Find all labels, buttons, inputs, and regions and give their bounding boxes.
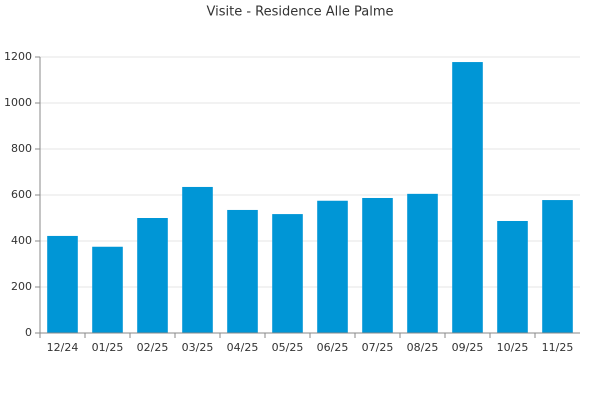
bar	[362, 197, 393, 333]
x-tick-label: 01/25	[92, 341, 124, 354]
y-tick-label: 800	[11, 142, 32, 155]
bar	[497, 220, 528, 333]
bar	[317, 200, 348, 333]
x-tick-label: 05/25	[272, 341, 304, 354]
x-tick-label: 11/25	[542, 341, 574, 354]
bar	[452, 62, 483, 334]
bar	[227, 209, 258, 333]
x-tick-label: 06/25	[317, 341, 349, 354]
y-tick-label: 600	[11, 188, 32, 201]
bar	[92, 246, 123, 333]
bar	[47, 235, 78, 333]
x-tick-label: 04/25	[227, 341, 259, 354]
x-tick-label: 02/25	[137, 341, 169, 354]
bar	[542, 200, 573, 333]
y-tick-label: 1000	[4, 96, 32, 109]
bar	[182, 186, 213, 333]
bar	[407, 193, 438, 333]
x-tick-label: 03/25	[182, 341, 214, 354]
y-tick-label: 200	[11, 280, 32, 293]
bar	[137, 218, 168, 333]
x-tick-label: 08/25	[407, 341, 439, 354]
x-tick-label: 07/25	[362, 341, 394, 354]
x-tick-label: 12/24	[47, 341, 79, 354]
x-tick-label: 10/25	[497, 341, 529, 354]
y-tick-label: 400	[11, 234, 32, 247]
y-tick-label: 0	[25, 326, 32, 339]
bar	[272, 214, 303, 333]
x-tick-label: 09/25	[452, 341, 484, 354]
y-tick-label: 1200	[4, 50, 32, 63]
chart-title: Visite - Residence Alle Palme	[207, 5, 394, 20]
